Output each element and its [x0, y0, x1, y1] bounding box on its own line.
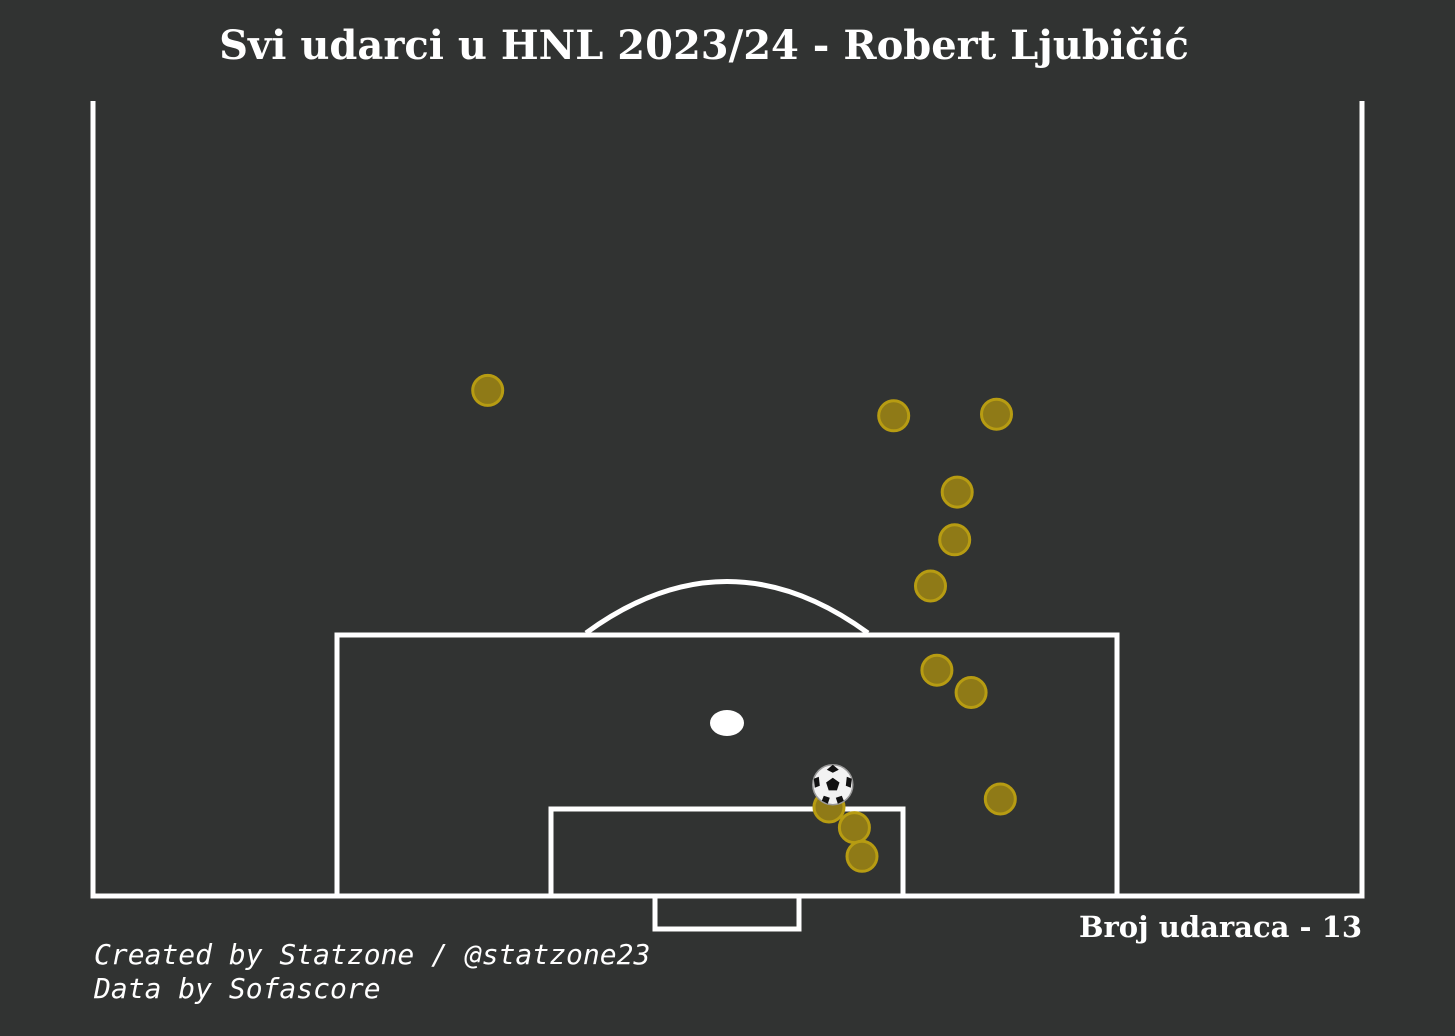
- shot-point: [940, 475, 974, 509]
- shot-point: [471, 373, 505, 407]
- shots-layer: [471, 373, 1017, 873]
- shot-point: [938, 523, 972, 557]
- pitch-markings: [90, 101, 1365, 932]
- shot-point: [983, 782, 1017, 816]
- penalty-arc: [584, 579, 870, 636]
- shot-point: [914, 569, 947, 603]
- goal: [652, 893, 802, 932]
- shot-point: [954, 676, 988, 709]
- shot-point: [837, 811, 871, 845]
- chart-title: Svi udarci u HNL 2023/24 - Robert Ljubič…: [219, 22, 1189, 69]
- shot-point: [845, 839, 879, 873]
- shot-point: [877, 399, 911, 433]
- pitch-outline: [90, 101, 1365, 899]
- data-source-line: Data by Sofascore: [94, 972, 381, 1005]
- penalty-spot: [710, 710, 744, 736]
- credit-line: Created by Statzone / @statzone23: [94, 938, 651, 971]
- shot-count-label: Broj udaraca - 13: [1079, 910, 1362, 944]
- penalty-area: [334, 632, 1120, 899]
- shot-point: [920, 653, 954, 687]
- goal-shot-ball-icon: [812, 763, 854, 806]
- credits: Created by Statzone / @statzone23 Data b…: [94, 938, 650, 1006]
- shot-point: [980, 397, 1013, 431]
